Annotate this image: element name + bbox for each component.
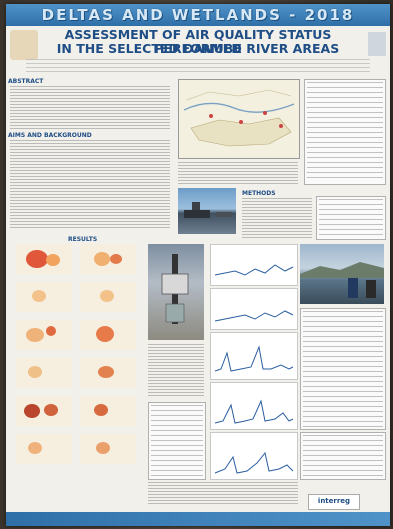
time-series-chart-3 [210, 332, 298, 380]
time-series-chart-5 [210, 432, 298, 480]
poster-title-line-2: IN THE SELECTED DANUBE RIVER AREAS [56, 41, 340, 56]
heatmap-6 [80, 320, 136, 350]
poster-footer [6, 512, 390, 526]
aims-heading: AIMS AND BACKGROUND [8, 132, 92, 139]
interreg-logo-text: interreg [317, 497, 351, 505]
time-series-chart-4 [210, 382, 298, 430]
poster: DELTAS AND WETLANDS - 2018 ASSESSMENT OF… [6, 4, 390, 526]
heatmap-2 [80, 244, 136, 274]
abstract-text [10, 86, 170, 130]
heatmap-8 [80, 358, 136, 388]
aims-text [10, 140, 170, 230]
results-table-1 [148, 402, 206, 480]
map-outline [179, 80, 299, 158]
interreg-logo: interreg [308, 494, 360, 510]
instrument-photo [148, 244, 204, 340]
poster-banner: DELTAS AND WETLANDS - 2018 [6, 4, 390, 26]
methods-text [242, 198, 312, 238]
authors-text [26, 59, 370, 73]
heatmap-7 [16, 358, 72, 388]
harbour-photo [178, 188, 236, 234]
time-series-chart-2 [210, 288, 298, 330]
study-area-map [178, 79, 300, 159]
heatmap-5 [16, 320, 72, 350]
results-table-2 [300, 308, 386, 430]
conclusions-text [148, 482, 298, 504]
heatmap-9 [16, 396, 72, 426]
heatmap-11 [16, 434, 72, 464]
heatmap-1 [16, 244, 72, 274]
summary-table [304, 79, 386, 185]
banner-title: DELTAS AND WETLANDS - 2018 [41, 6, 355, 24]
abstract-heading: ABSTRACT [8, 78, 44, 85]
heatmap-grid [16, 244, 138, 476]
institution-logo-left [10, 30, 38, 60]
heatmap-3 [16, 282, 72, 312]
heatmap-10 [80, 396, 136, 426]
time-series-chart-1 [210, 244, 298, 286]
heatmap-4 [80, 282, 136, 312]
methods-heading: METHODS [242, 190, 276, 197]
instrument-caption [148, 344, 204, 398]
results-heading: RESULTS [68, 236, 98, 243]
field-photo [300, 244, 384, 304]
institution-logo-right [368, 32, 386, 56]
poster-title-line-1: ASSESSMENT OF AIR QUALITY STATUS PERFORM… [64, 27, 332, 56]
heatmap-12 [80, 434, 136, 464]
results-table-3 [300, 432, 386, 480]
map-caption-text [178, 162, 298, 184]
methods-table [316, 196, 386, 240]
